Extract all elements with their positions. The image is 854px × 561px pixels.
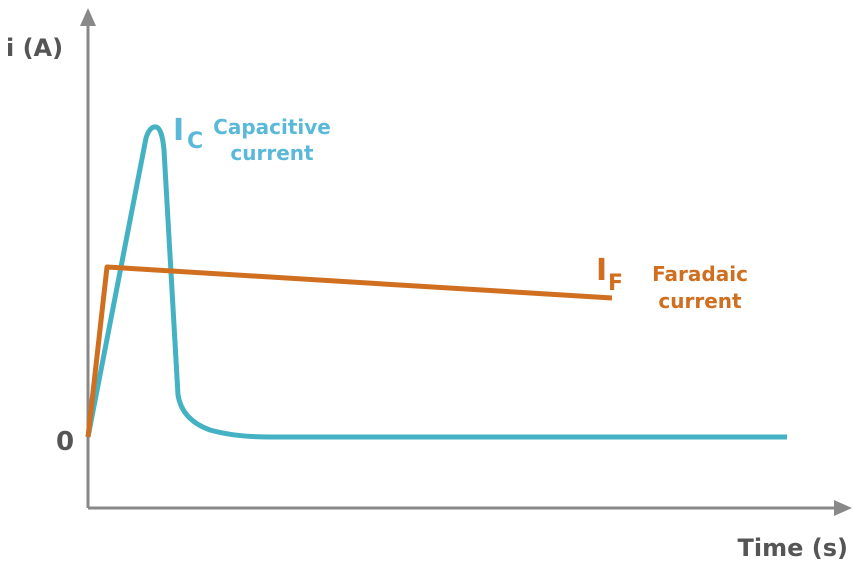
y-axis-label: i (A) — [6, 34, 63, 62]
faradaic-symbol: I — [596, 253, 607, 288]
faradaic-curve — [85, 264, 613, 438]
capacitive-label: Capacitive — [213, 115, 331, 139]
faradaic-subscript: F — [608, 271, 623, 296]
x-axis-label: Time (s) — [738, 534, 848, 561]
faradaic-label: Faradaic — [652, 262, 748, 286]
capacitive-label: current — [230, 141, 314, 165]
capacitive-symbol: I — [173, 113, 184, 148]
faradaic-label: current — [658, 289, 742, 313]
x-axis-arrow — [834, 500, 852, 516]
y-axis-arrow — [80, 8, 96, 26]
origin-label: 0 — [56, 427, 74, 457]
capacitive-subscript: C — [187, 129, 203, 154]
